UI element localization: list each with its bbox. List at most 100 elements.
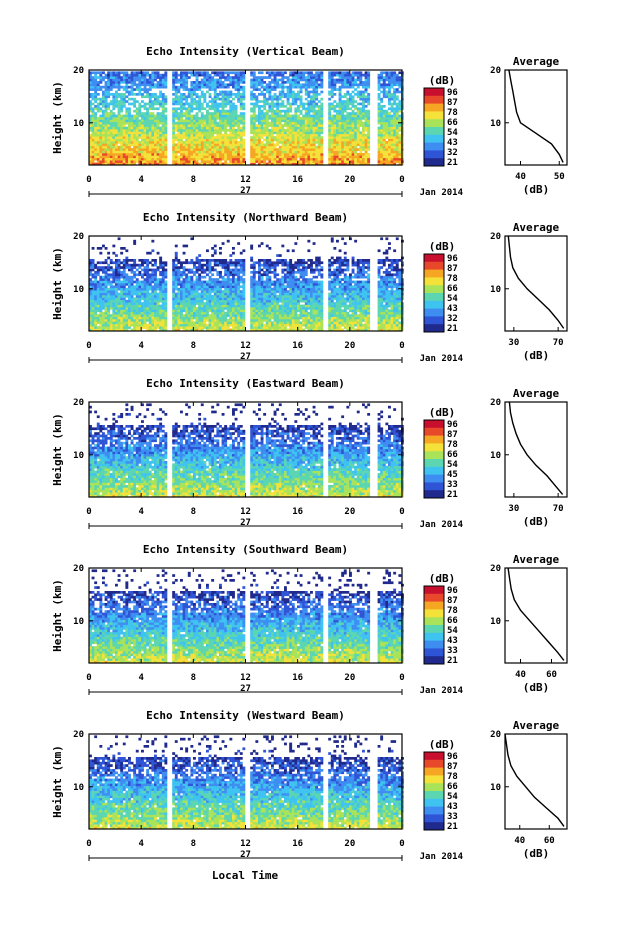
heatmap-cell — [102, 141, 105, 144]
heatmap-cell — [177, 124, 181, 127]
heatmap-cell — [265, 162, 269, 166]
heatmap-cell — [125, 157, 129, 161]
heatmap-cell — [198, 307, 202, 310]
heatmap-cell — [89, 93, 92, 96]
heatmap-cell — [211, 307, 215, 310]
heatmap-cell — [364, 129, 368, 132]
heatmap-cell — [336, 309, 339, 313]
heatmap-cell — [146, 136, 150, 139]
heatmap-cell — [159, 157, 163, 161]
heatmap-cell — [104, 76, 108, 79]
heatmap-cell — [237, 83, 241, 87]
heatmap-cell — [276, 148, 280, 151]
heatmap-cell — [258, 311, 261, 315]
heatmap-cell — [133, 314, 137, 317]
heatmap-cell — [252, 309, 256, 313]
heatmap-cell — [367, 145, 371, 149]
heatmap-cell — [172, 307, 176, 310]
colorbar-swatch — [424, 134, 444, 138]
heatmap-cell — [250, 319, 254, 322]
heatmap-cell — [377, 321, 381, 325]
heatmap-cell — [109, 153, 113, 156]
heatmap-cell — [367, 126, 371, 130]
heatmap-cell — [255, 133, 259, 137]
heatmap-cell — [276, 309, 280, 313]
heatmap-cell — [187, 311, 191, 315]
heatmap-cell — [187, 323, 191, 327]
heatmap-cell — [356, 131, 360, 135]
heatmap-cell — [284, 105, 287, 108]
heatmap-cell — [182, 143, 186, 147]
heatmap-cell — [141, 309, 144, 313]
heatmap-cell — [242, 97, 246, 101]
heatmap-cell — [284, 85, 287, 89]
heatmap-cell — [234, 109, 238, 113]
colorbar-swatch — [424, 130, 444, 134]
heatmap-cell — [109, 319, 113, 322]
heatmap-cell — [359, 90, 363, 94]
heatmap-cell — [146, 121, 150, 125]
heatmap-cell — [239, 314, 243, 317]
heatmap-cell — [239, 162, 243, 166]
heatmap-cell — [89, 138, 92, 142]
heatmap-cell — [203, 124, 207, 127]
heatmap-cell — [174, 319, 178, 322]
heatmap-cell — [351, 109, 355, 113]
heatmap-cell — [198, 97, 202, 101]
heatmap-cell — [297, 309, 300, 313]
heatmap-cell — [146, 148, 150, 151]
heatmap-cell — [94, 97, 98, 101]
heatmap-cell — [154, 153, 157, 156]
heatmap-cell — [328, 83, 332, 87]
heatmap-cell — [255, 114, 259, 118]
heatmap-cell — [133, 73, 137, 77]
heatmap-cell — [193, 136, 196, 139]
heatmap-cell — [164, 76, 168, 79]
heatmap-cell — [242, 160, 246, 163]
heatmap-cell — [385, 328, 389, 332]
heatmap-cell — [115, 100, 118, 103]
heatmap-cell — [206, 112, 209, 115]
heatmap-cell — [328, 321, 332, 325]
heatmap-cell — [278, 73, 282, 77]
heatmap-cell — [206, 81, 209, 84]
heatmap-cell — [195, 316, 199, 320]
heatmap-cell — [312, 95, 316, 99]
heatmap-cell — [221, 307, 225, 310]
heatmap-cell — [294, 117, 298, 120]
heatmap-cell — [289, 309, 293, 313]
heatmap-cell — [146, 162, 150, 166]
heatmap-cell — [320, 143, 324, 147]
heatmap-cell — [213, 85, 217, 89]
heatmap-cell — [164, 314, 168, 317]
heatmap-cell — [343, 85, 347, 89]
heatmap-cell — [115, 114, 118, 118]
heatmap-cell — [96, 309, 100, 313]
heatmap-cell — [122, 326, 126, 329]
heatmap-cell — [250, 316, 254, 320]
heatmap-cell — [180, 73, 183, 77]
heatmap-cell — [356, 93, 360, 96]
heatmap-cell — [112, 85, 116, 89]
heatmap-cell — [115, 76, 118, 79]
heatmap-cell — [273, 109, 277, 113]
heatmap-cell — [354, 160, 358, 163]
heatmap-cell — [151, 155, 155, 159]
heatmap-cell — [229, 145, 233, 149]
heatmap-cell — [130, 323, 134, 327]
heatmap-cell — [289, 160, 293, 163]
heatmap-cell — [362, 143, 365, 147]
heatmap-cell — [333, 143, 337, 147]
heatmap-cell — [333, 314, 337, 317]
heatmap-cell — [185, 148, 189, 151]
heatmap-cell — [221, 85, 225, 89]
heatmap-cell — [330, 126, 334, 130]
heatmap-cell — [232, 153, 235, 156]
heatmap-cell — [317, 93, 321, 96]
heatmap-cell — [367, 129, 371, 132]
heatmap-cell — [260, 153, 264, 156]
heatmap-cell — [208, 83, 212, 87]
heatmap-cell — [388, 162, 391, 166]
heatmap-cell — [164, 153, 168, 156]
heatmap-cell — [208, 145, 212, 149]
